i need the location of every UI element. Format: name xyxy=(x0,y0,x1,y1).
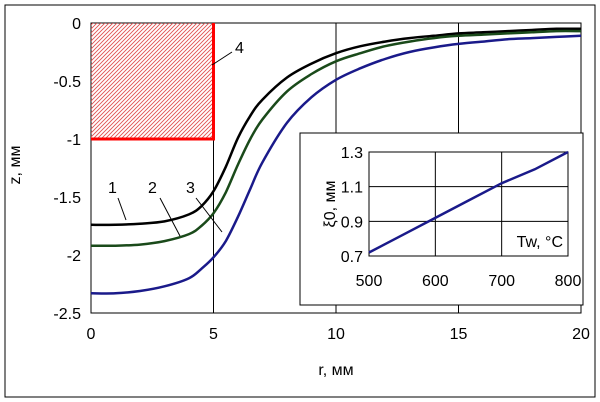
inset-x-tick-labels: 500 600 700 800 xyxy=(356,273,582,290)
series-line-1 xyxy=(90,27,582,227)
annotation-label-4: 4 xyxy=(235,40,244,57)
annotation-leader-4 xyxy=(211,51,233,66)
main-y-tick-label: -0.5 xyxy=(53,74,81,91)
main-y-tick-label: -1.5 xyxy=(53,190,81,207)
hatched-region xyxy=(91,23,214,139)
main-x-tick-label: 10 xyxy=(327,326,345,343)
inset-series-group xyxy=(368,150,569,254)
main-x-tick-label: 5 xyxy=(209,326,218,343)
inset-inner-label: Tw, °C xyxy=(517,234,563,251)
main-y-tick-label: -2 xyxy=(67,248,81,265)
annotation-label-3: 3 xyxy=(186,180,195,197)
main-x-tick-label: 15 xyxy=(450,326,468,343)
inset-chart: 500 600 700 800 0.7 0.9 1.1 1.3 ξ0, мм Tw, °C xyxy=(299,132,584,306)
y-axis-label: z, мм xyxy=(7,146,24,185)
hatched-region-edge xyxy=(91,23,215,141)
annotation-label-1: 1 xyxy=(108,180,117,197)
annotation-leader-3 xyxy=(195,197,223,233)
inset-series-line xyxy=(368,150,569,254)
inset-x-tick-label: 500 xyxy=(356,273,383,290)
inset-y-tick-label: 0.7 xyxy=(341,249,363,266)
main-y-tick-labels: 0 -0.5 -1 -1.5 -2 -2.5 xyxy=(53,16,81,323)
series-line-2 xyxy=(90,29,582,248)
inset-y-tick-label: 1.3 xyxy=(341,145,363,162)
annotation-leader-1 xyxy=(117,197,127,221)
annotation-label-2: 2 xyxy=(148,180,157,197)
annotation-leader-2 xyxy=(159,197,181,237)
main-series-group xyxy=(90,27,582,295)
inset-gridlines xyxy=(369,152,568,256)
main-x-tick-label: 0 xyxy=(87,326,96,343)
main-x-tick-label: 20 xyxy=(572,326,590,343)
inset-y-tick-label: 1.1 xyxy=(341,180,363,197)
inset-y-tick-label: 0.9 xyxy=(341,214,363,231)
x-axis-label: r, мм xyxy=(318,362,353,379)
inset-x-tick-label: 800 xyxy=(555,273,582,290)
inset-x-tick-label: 600 xyxy=(422,273,449,290)
inset-y-tick-labels: 0.7 0.9 1.1 1.3 xyxy=(341,145,363,266)
inset-y-axis-label: ξ0, мм xyxy=(322,181,339,228)
main-x-tick-labels: 0 5 10 15 20 xyxy=(87,326,590,343)
main-y-tick-label: -2.5 xyxy=(53,306,81,323)
inset-x-tick-label: 700 xyxy=(488,273,515,290)
main-y-tick-label: 0 xyxy=(72,16,81,33)
main-y-tick-label: -1 xyxy=(67,132,81,149)
series-line-3 xyxy=(90,34,582,295)
